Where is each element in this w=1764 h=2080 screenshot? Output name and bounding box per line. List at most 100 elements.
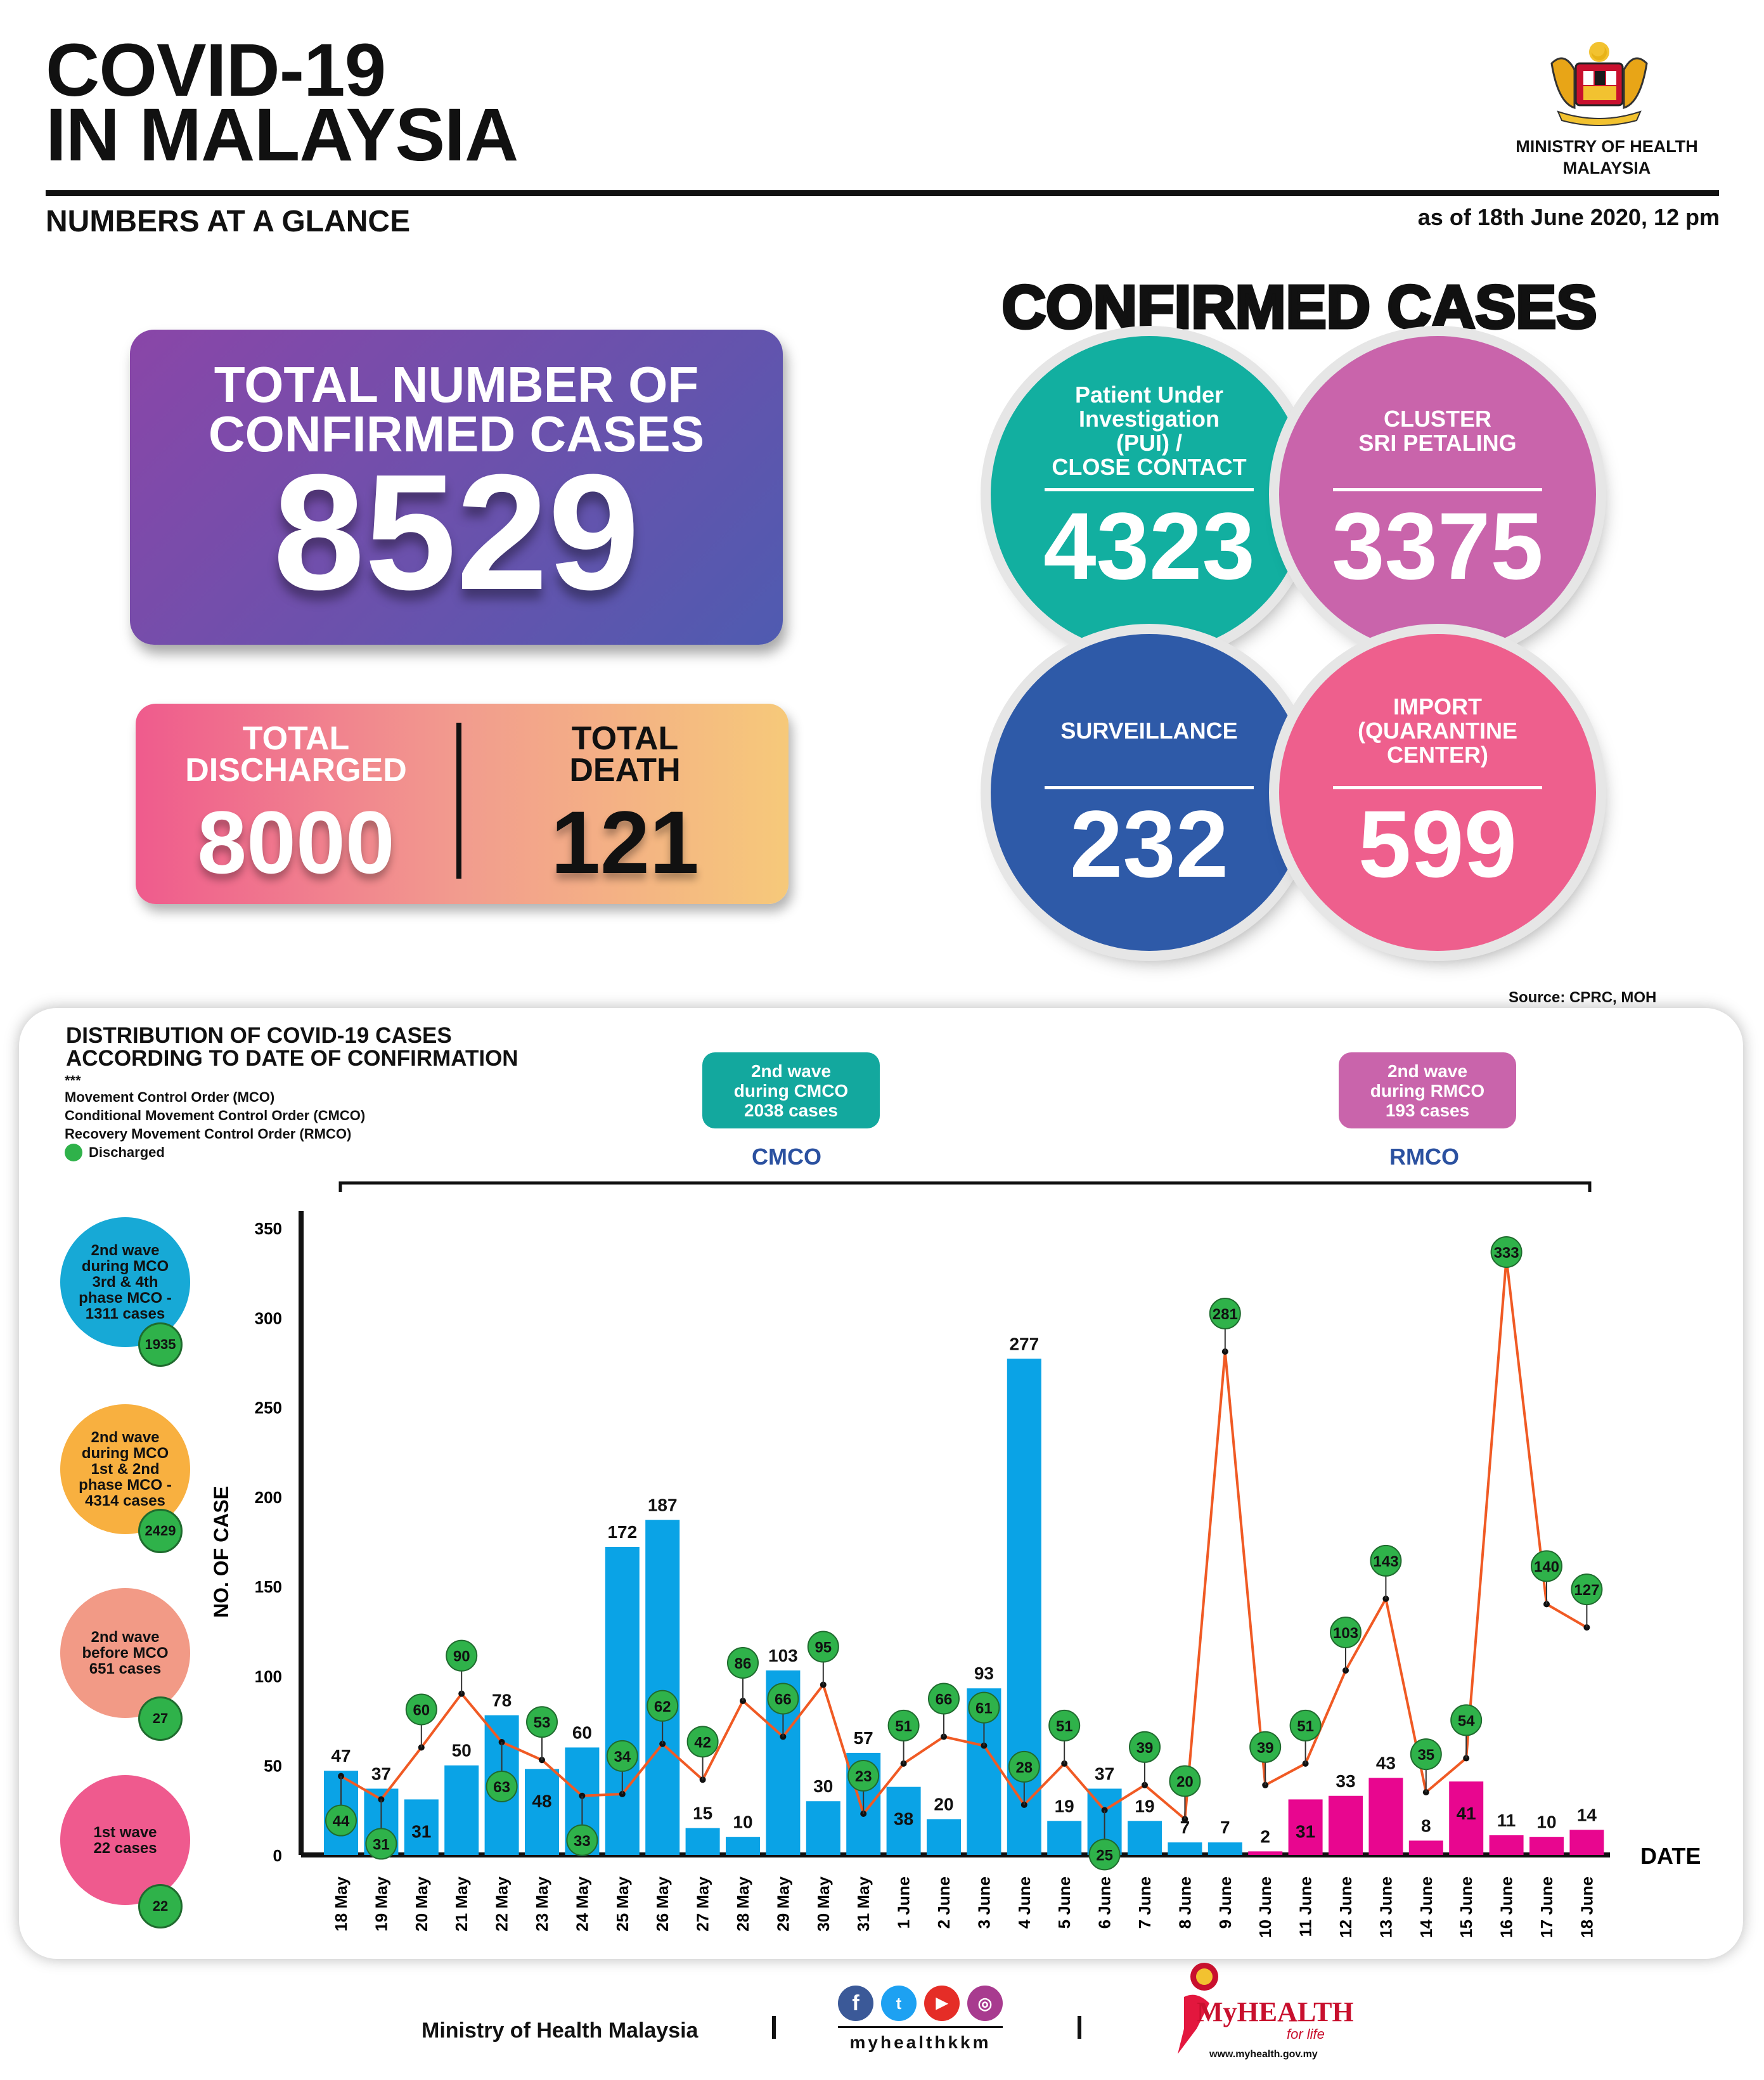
discharged-panel: TOTAL DISCHARGED 8000 [136, 722, 456, 892]
bar [1408, 1840, 1443, 1855]
bar-value-label: 19 [1055, 1796, 1074, 1816]
x-tick-label: 20 May [412, 1876, 431, 1931]
discharged-value-label: 86 [735, 1655, 752, 1672]
bar-value-label: 11 [1497, 1811, 1516, 1830]
x-tick-label: 4 June [1015, 1877, 1034, 1928]
x-tick-label: 30 May [814, 1876, 833, 1931]
discharged-marker [1450, 1704, 1483, 1736]
twitter-icon[interactable]: t [881, 1986, 917, 2021]
import-label-3: CENTER) [1387, 742, 1488, 768]
death-panel: TOTAL DEATH 121 [461, 722, 789, 892]
death-value: 121 [551, 792, 699, 892]
discharged-marker [446, 1639, 478, 1672]
facebook-icon[interactable]: f [838, 1986, 873, 2021]
bubble-line: before MCO [82, 1644, 169, 1662]
x-tick-label: 14 June [1417, 1877, 1436, 1938]
bar [1128, 1821, 1162, 1855]
x-tick-label: 18 June [1577, 1877, 1596, 1938]
rmco-box-line-3: 193 cases [1385, 1101, 1470, 1120]
discharged-marker [1330, 1616, 1362, 1648]
discharged-value: 8000 [197, 792, 395, 892]
discharged-marker [1370, 1544, 1402, 1577]
y-axis-label: NO. OF CASE [210, 1486, 233, 1618]
bar [1207, 1842, 1242, 1855]
bubble-line: 3rd & 4th [92, 1274, 158, 1291]
bar [1529, 1837, 1564, 1855]
phase-bracket [338, 1181, 1592, 1192]
bar [1047, 1821, 1082, 1855]
total-confirmed-card: TOTAL NUMBER OF CONFIRMED CASES 8529 [130, 330, 783, 645]
cluster-value: 3375 [1332, 493, 1543, 599]
x-tick-label: 19 May [371, 1876, 390, 1931]
bar [525, 1769, 559, 1855]
discharged-dot-icon [65, 1143, 82, 1161]
rmco-box-line-2: during RMCO [1370, 1081, 1485, 1101]
bar [404, 1799, 439, 1855]
bar-value-label: 37 [1095, 1764, 1114, 1783]
discharged-value-label: 35 [1417, 1747, 1434, 1764]
discharged-marker [1048, 1709, 1081, 1741]
death-label-line-2: DEATH [569, 752, 681, 789]
x-tick-label: 27 May [693, 1876, 712, 1931]
bar-value-label: 277 [1009, 1334, 1039, 1353]
x-tick-label: 17 June [1537, 1877, 1556, 1938]
bubble-line: phase MCO - [79, 1289, 172, 1307]
title-line-1: COVID-19 [46, 29, 386, 112]
discharged-marker [1490, 1236, 1523, 1268]
youtube-icon[interactable]: ▶ [924, 1986, 960, 2021]
discharged-value-label: 127 [1574, 1582, 1599, 1599]
discharged-value-label: 62 [654, 1698, 671, 1715]
bar-value-label: 30 [813, 1776, 833, 1796]
discharged-marker [1410, 1738, 1442, 1771]
bubble-line: during MCO [81, 1258, 169, 1275]
instagram-icon[interactable]: ◎ [967, 1986, 1003, 2021]
legend-discharged: Discharged [65, 1143, 365, 1161]
page-title: COVID-19 IN MALAYSIA [46, 29, 518, 172]
coat-of-arms-icon [1550, 42, 1648, 126]
card-divider [456, 723, 461, 879]
wave-bubble-discharged: 1935 [138, 1322, 183, 1367]
total-label-line-1: TOTAL NUMBER OF [214, 356, 699, 413]
footer-divider [772, 2016, 776, 2039]
import-value: 599 [1358, 791, 1517, 897]
y-tick-label: 200 [255, 1488, 282, 1507]
bar [927, 1819, 961, 1855]
legend-mco: Movement Control Order (MCO) [65, 1089, 275, 1105]
bar-value-label: 10 [733, 1812, 752, 1832]
bubble-line: during MCO [81, 1445, 169, 1462]
cluster-label-2: SRI PETALING [1358, 430, 1517, 456]
x-tick-label: 8 June [1175, 1877, 1194, 1928]
discharged-marker [486, 1770, 518, 1802]
cmco-box-line-1: 2nd wave [750, 1061, 832, 1081]
bubble-line: 1st & 2nd [91, 1461, 160, 1478]
bar-value-label: 8 [1421, 1816, 1431, 1835]
discharged-value-label: 333 [1494, 1244, 1519, 1262]
x-tick-label: 22 May [493, 1876, 512, 1931]
discharged-marker [1209, 1297, 1241, 1329]
discharged-value-label: 23 [855, 1768, 872, 1785]
wave-bubble-before-mco: 2nd wave before MCO 651 cases [60, 1588, 190, 1718]
discharged-marker [365, 1828, 397, 1860]
discharged-value-label: 51 [895, 1718, 912, 1735]
discharged-value-label: 39 [1136, 1740, 1154, 1757]
bubble-line: 2nd wave [91, 1629, 160, 1646]
discharged-value-label: 281 [1213, 1306, 1238, 1323]
cmco-label: CMCO [752, 1144, 821, 1170]
discharged-marker [807, 1631, 839, 1663]
bar [444, 1765, 479, 1855]
chart-legend: *** Movement Control Order (MCO) Conditi… [65, 1074, 365, 1161]
discharged-value-label: 66 [775, 1691, 792, 1709]
rmco-label: RMCO [1389, 1144, 1459, 1170]
bar-value-label: 37 [371, 1764, 391, 1783]
x-tick-label: 21 May [452, 1876, 471, 1931]
x-tick-label: 6 June [1095, 1877, 1114, 1928]
x-axis-label: DATE [1640, 1843, 1701, 1869]
discharged-marker [928, 1683, 960, 1715]
bar-value-label: 172 [607, 1522, 637, 1542]
wave-bubble-discharged: 22 [138, 1884, 183, 1928]
pui-label-1: Patient Under [1074, 382, 1224, 408]
import-divider [1333, 786, 1542, 789]
bar [605, 1546, 640, 1855]
x-tick-label: 3 June [974, 1877, 993, 1928]
discharged-marker [526, 1706, 558, 1738]
